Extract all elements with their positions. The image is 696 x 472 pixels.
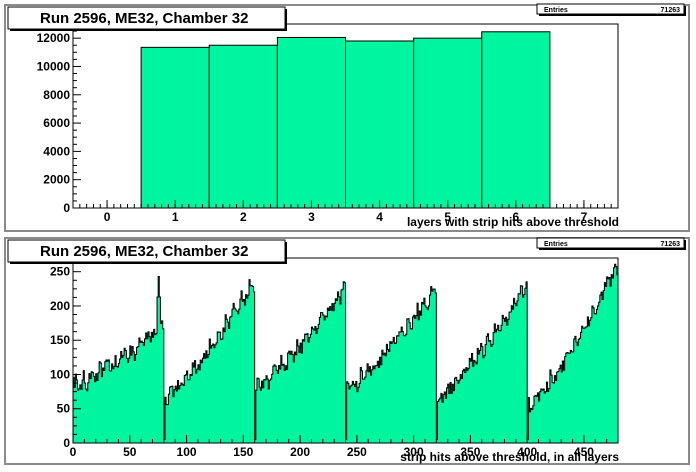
- layer-bin-bar: [345, 40, 415, 209]
- y-tick-label: 8000: [43, 88, 70, 102]
- x-tick-label: 4: [376, 210, 383, 224]
- bottom-stats-value: 71263: [661, 241, 681, 248]
- bottom-histogram-pad: 0 50 100 150 200 250 0 50 100 150 200 250 300 350 400 4…: [4, 237, 690, 465]
- top-stats-box: [536, 3, 685, 15]
- bottom-chart-title: Run 2596, ME32, Chamber 32: [40, 243, 248, 260]
- top-title-box: [7, 6, 286, 30]
- y-tick-label: 250: [50, 265, 70, 279]
- y-tick-label: 200: [50, 299, 70, 313]
- x-tick-label: 6: [512, 210, 519, 224]
- bottom-axes-group: 0 50 100 150 200 250 0 50 100 150 200 250 300 350 400 4…: [50, 262, 619, 459]
- x-tick-label: 150: [233, 445, 253, 459]
- y-tick-label: 100: [50, 367, 70, 381]
- y-tick-label: 6000: [43, 116, 70, 130]
- x-tick-label: 2: [240, 210, 247, 224]
- x-tick-label: 1: [172, 210, 179, 224]
- top-chart-title: Run 2596, ME32, Chamber 32: [40, 10, 248, 27]
- top-histogram-pad: 0 2000 4000 6000 8000 10000 12000 0 1 2 3 4 5 6 7 Run …: [4, 3, 690, 232]
- top-x-axis-title: layers with strip hits above threshold: [407, 215, 619, 229]
- bottom-title-box: [7, 239, 286, 263]
- x-tick-label: 300: [404, 445, 424, 459]
- y-tick-label: 12000: [37, 31, 71, 45]
- y-tick-label: 4000: [43, 144, 70, 158]
- bottom-x-axis-title: strip hits above threshold, in all layer…: [400, 450, 619, 464]
- layer-bin-bar: [481, 31, 551, 209]
- x-tick-label: 250: [347, 445, 367, 459]
- top-axes-group: 0 2000 4000 6000 8000 10000 12000 0 1 2 3 4 5 6 7: [37, 23, 619, 224]
- x-tick-label: 350: [460, 445, 480, 459]
- layer-bin-bar: [413, 37, 483, 209]
- x-tick-label: 400: [517, 445, 537, 459]
- top-bars-group: [140, 31, 551, 209]
- x-tick-label: 5: [444, 210, 451, 224]
- layer-bin-bar: [140, 46, 210, 209]
- bottom-stats-label: Entries: [544, 241, 568, 248]
- x-tick-label: 0: [70, 445, 77, 459]
- y-tick-label: 0: [63, 201, 70, 215]
- y-tick-label: 150: [50, 333, 70, 347]
- x-tick-label: 100: [177, 445, 197, 459]
- top-stats-label: Entries: [544, 7, 568, 14]
- y-tick-label: 50: [57, 402, 71, 416]
- x-tick-label: 50: [123, 445, 137, 459]
- x-tick-label: 3: [308, 210, 315, 224]
- y-tick-label: 0: [63, 436, 70, 450]
- x-tick-label: 7: [581, 210, 588, 224]
- y-tick-label: 2000: [43, 173, 70, 187]
- layer-bin-bar: [276, 36, 346, 209]
- bottom-stats-box: [536, 237, 685, 249]
- x-tick-label: 0: [104, 210, 111, 224]
- y-tick-label: 10000: [37, 59, 71, 73]
- x-tick-label: 450: [574, 445, 594, 459]
- top-stats-value: 71263: [661, 7, 681, 14]
- x-tick-label: 200: [290, 445, 310, 459]
- layer-bin-bar: [208, 44, 278, 209]
